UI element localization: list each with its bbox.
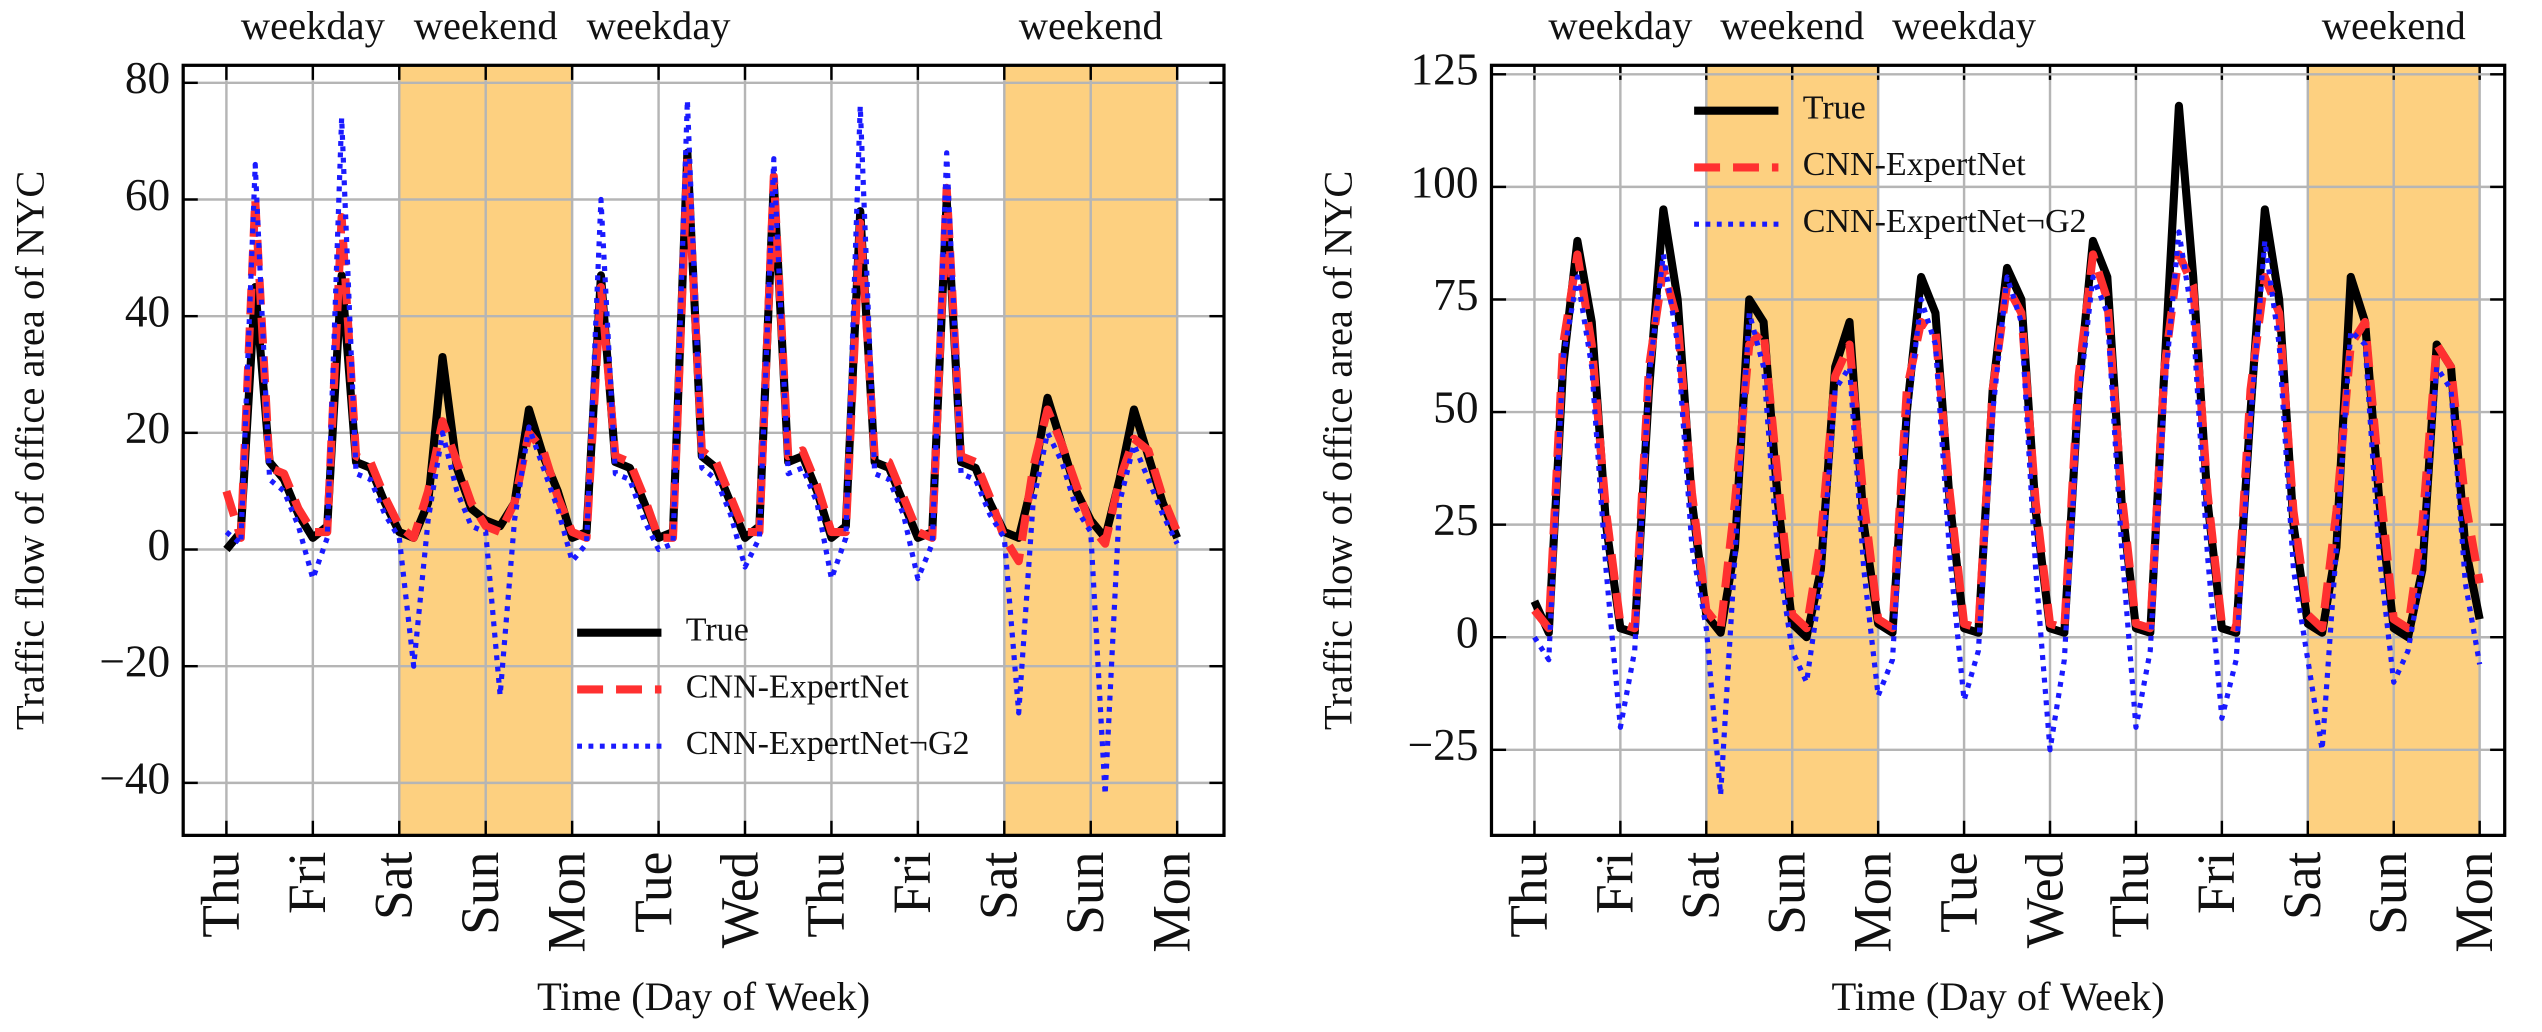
- x-tick-label: Sat: [2272, 851, 2332, 919]
- axes-frame: [1489, 63, 2507, 837]
- legend-label: CNN-ExpertNet: [1803, 146, 2027, 183]
- region-label: weekend: [1720, 3, 1864, 48]
- x-axis-label: Time (Day of Week): [537, 974, 870, 1019]
- y-tick-label: 125: [1410, 45, 1478, 95]
- x-tick-label: Thu: [2100, 852, 2160, 938]
- y-tick-label: 60: [125, 170, 170, 220]
- y-tick-label: −40: [99, 753, 170, 803]
- legend-label: CNN-ExpertNet¬G2: [686, 725, 970, 762]
- y-tick-label: 100: [1410, 157, 1478, 207]
- x-tick-label: Sun: [2358, 852, 2418, 935]
- region-label: weekday: [241, 3, 386, 48]
- y-tick-label: 80: [125, 53, 170, 103]
- x-tick-label: Sun: [1055, 852, 1115, 935]
- y-tick-label: −20: [99, 637, 170, 687]
- plot-area: [1530, 101, 2484, 798]
- x-tick-label: Sun: [450, 852, 510, 935]
- x-tick-label: Tue: [1928, 852, 1988, 933]
- legend-label: True: [686, 612, 749, 649]
- region-label: weekday: [1548, 3, 1693, 48]
- region-label: weekend: [2322, 3, 2466, 48]
- y-tick-label: 0: [148, 520, 171, 570]
- region-label: weekend: [414, 3, 558, 48]
- legend-label: True: [1803, 90, 1866, 127]
- x-tick-label: Fri: [882, 852, 942, 914]
- y-tick-label: 50: [1433, 382, 1478, 432]
- x-tick-label: Wed: [2014, 851, 2074, 948]
- y-tick-label: −25: [1408, 720, 1479, 770]
- x-tick-label: Fri: [2186, 852, 2246, 914]
- y-axis-label: Traffic flow of office area of NYC: [7, 171, 52, 731]
- x-tick-label: Wed: [709, 851, 769, 948]
- x-tick-label: Thu: [796, 852, 856, 938]
- x-tick-label: Mon: [1141, 852, 1201, 953]
- region-label: weekend: [1019, 3, 1163, 48]
- x-tick-label: Thu: [1499, 852, 1559, 938]
- legend-label: CNN-ExpertNet¬G2: [1803, 203, 2087, 240]
- y-tick-label: 0: [1456, 608, 1479, 658]
- region-label: weekday: [587, 3, 732, 48]
- x-tick-label: Mon: [536, 852, 596, 953]
- x-tick-label: Tue: [623, 852, 683, 933]
- x-tick-label: Fri: [277, 852, 337, 914]
- x-tick-label: Mon: [2444, 852, 2504, 953]
- x-tick-label: Sat: [364, 851, 424, 919]
- x-axis-label: Time (Day of Week): [1832, 974, 2165, 1019]
- plot-area: [222, 97, 1181, 798]
- x-tick-label: Thu: [191, 852, 251, 938]
- series-line: [1532, 229, 2483, 798]
- region-label: weekday: [1892, 3, 2037, 48]
- x-tick-label: Sat: [969, 851, 1029, 919]
- y-tick-label: 40: [125, 287, 170, 337]
- legend-label: CNN-ExpertNet: [686, 668, 910, 705]
- y-axis-label: Traffic flow of office area of NYC: [1316, 171, 1361, 731]
- x-tick-label: Mon: [1842, 852, 1902, 953]
- y-tick-label: 25: [1433, 495, 1478, 545]
- series-line: [222, 154, 1181, 566]
- y-tick-label: 20: [125, 403, 170, 453]
- series-line: [224, 97, 1180, 798]
- axes-frame: [181, 63, 1226, 837]
- series-line: [1531, 250, 2484, 633]
- x-tick-label: Sat: [1671, 851, 1731, 919]
- x-tick-label: Fri: [1585, 852, 1645, 914]
- x-tick-label: Sun: [1757, 852, 1817, 935]
- y-tick-label: 75: [1433, 270, 1478, 320]
